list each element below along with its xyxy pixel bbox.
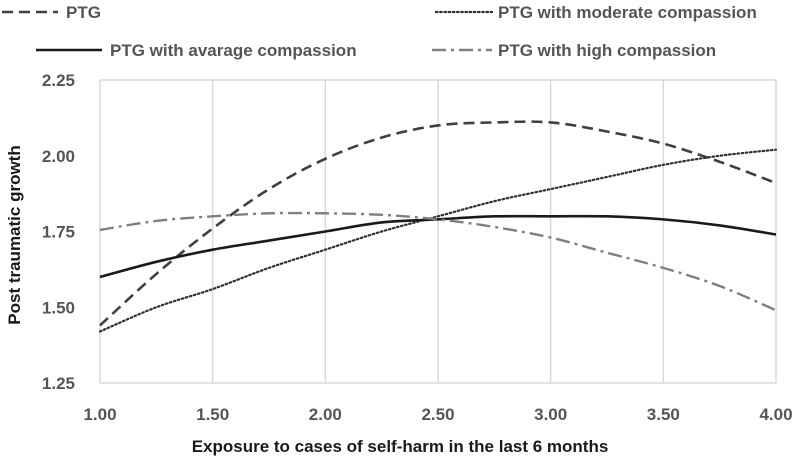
y-tick-label: 1.75 bbox=[42, 223, 75, 242]
legend: PTG PTG with moderate compassion PTG with … bbox=[2, 3, 757, 60]
legend-label: PTG with moderate compassion bbox=[498, 3, 757, 22]
series-line-dashed bbox=[99, 120, 777, 327]
tick-labels: 1.00 1.50 2.00 2.50 3.00 3.50 4.00 1.25 1.50 1.75… bbox=[42, 71, 793, 424]
series-line-dotted bbox=[98, 148, 778, 333]
y-axis-title: Post traumatic growth bbox=[5, 145, 24, 324]
series-line-dashdot bbox=[99, 211, 777, 312]
x-axis-title: Exposure to cases of self-harm in the la… bbox=[192, 437, 609, 456]
y-tick-label: 1.50 bbox=[42, 298, 75, 317]
x-tick-label: 4.00 bbox=[759, 405, 792, 424]
x-tick-label: 1.50 bbox=[196, 405, 229, 424]
y-tick-label: 1.25 bbox=[42, 374, 75, 393]
legend-label: PTG with avarage compassion bbox=[110, 41, 357, 60]
series-lines bbox=[98, 120, 778, 333]
legend-label: PTG with high compassion bbox=[498, 41, 716, 60]
x-tick-label: 3.00 bbox=[534, 405, 567, 424]
x-tick-label: 3.50 bbox=[647, 405, 680, 424]
series-line-solid bbox=[99, 214, 777, 279]
y-tick-label: 2.00 bbox=[42, 147, 75, 166]
x-tick-label: 2.00 bbox=[309, 405, 342, 424]
x-tick-label: 2.50 bbox=[421, 405, 454, 424]
y-tick-label: 2.25 bbox=[42, 71, 75, 90]
x-tick-label: 1.00 bbox=[83, 405, 116, 424]
legend-label: PTG bbox=[66, 3, 101, 22]
